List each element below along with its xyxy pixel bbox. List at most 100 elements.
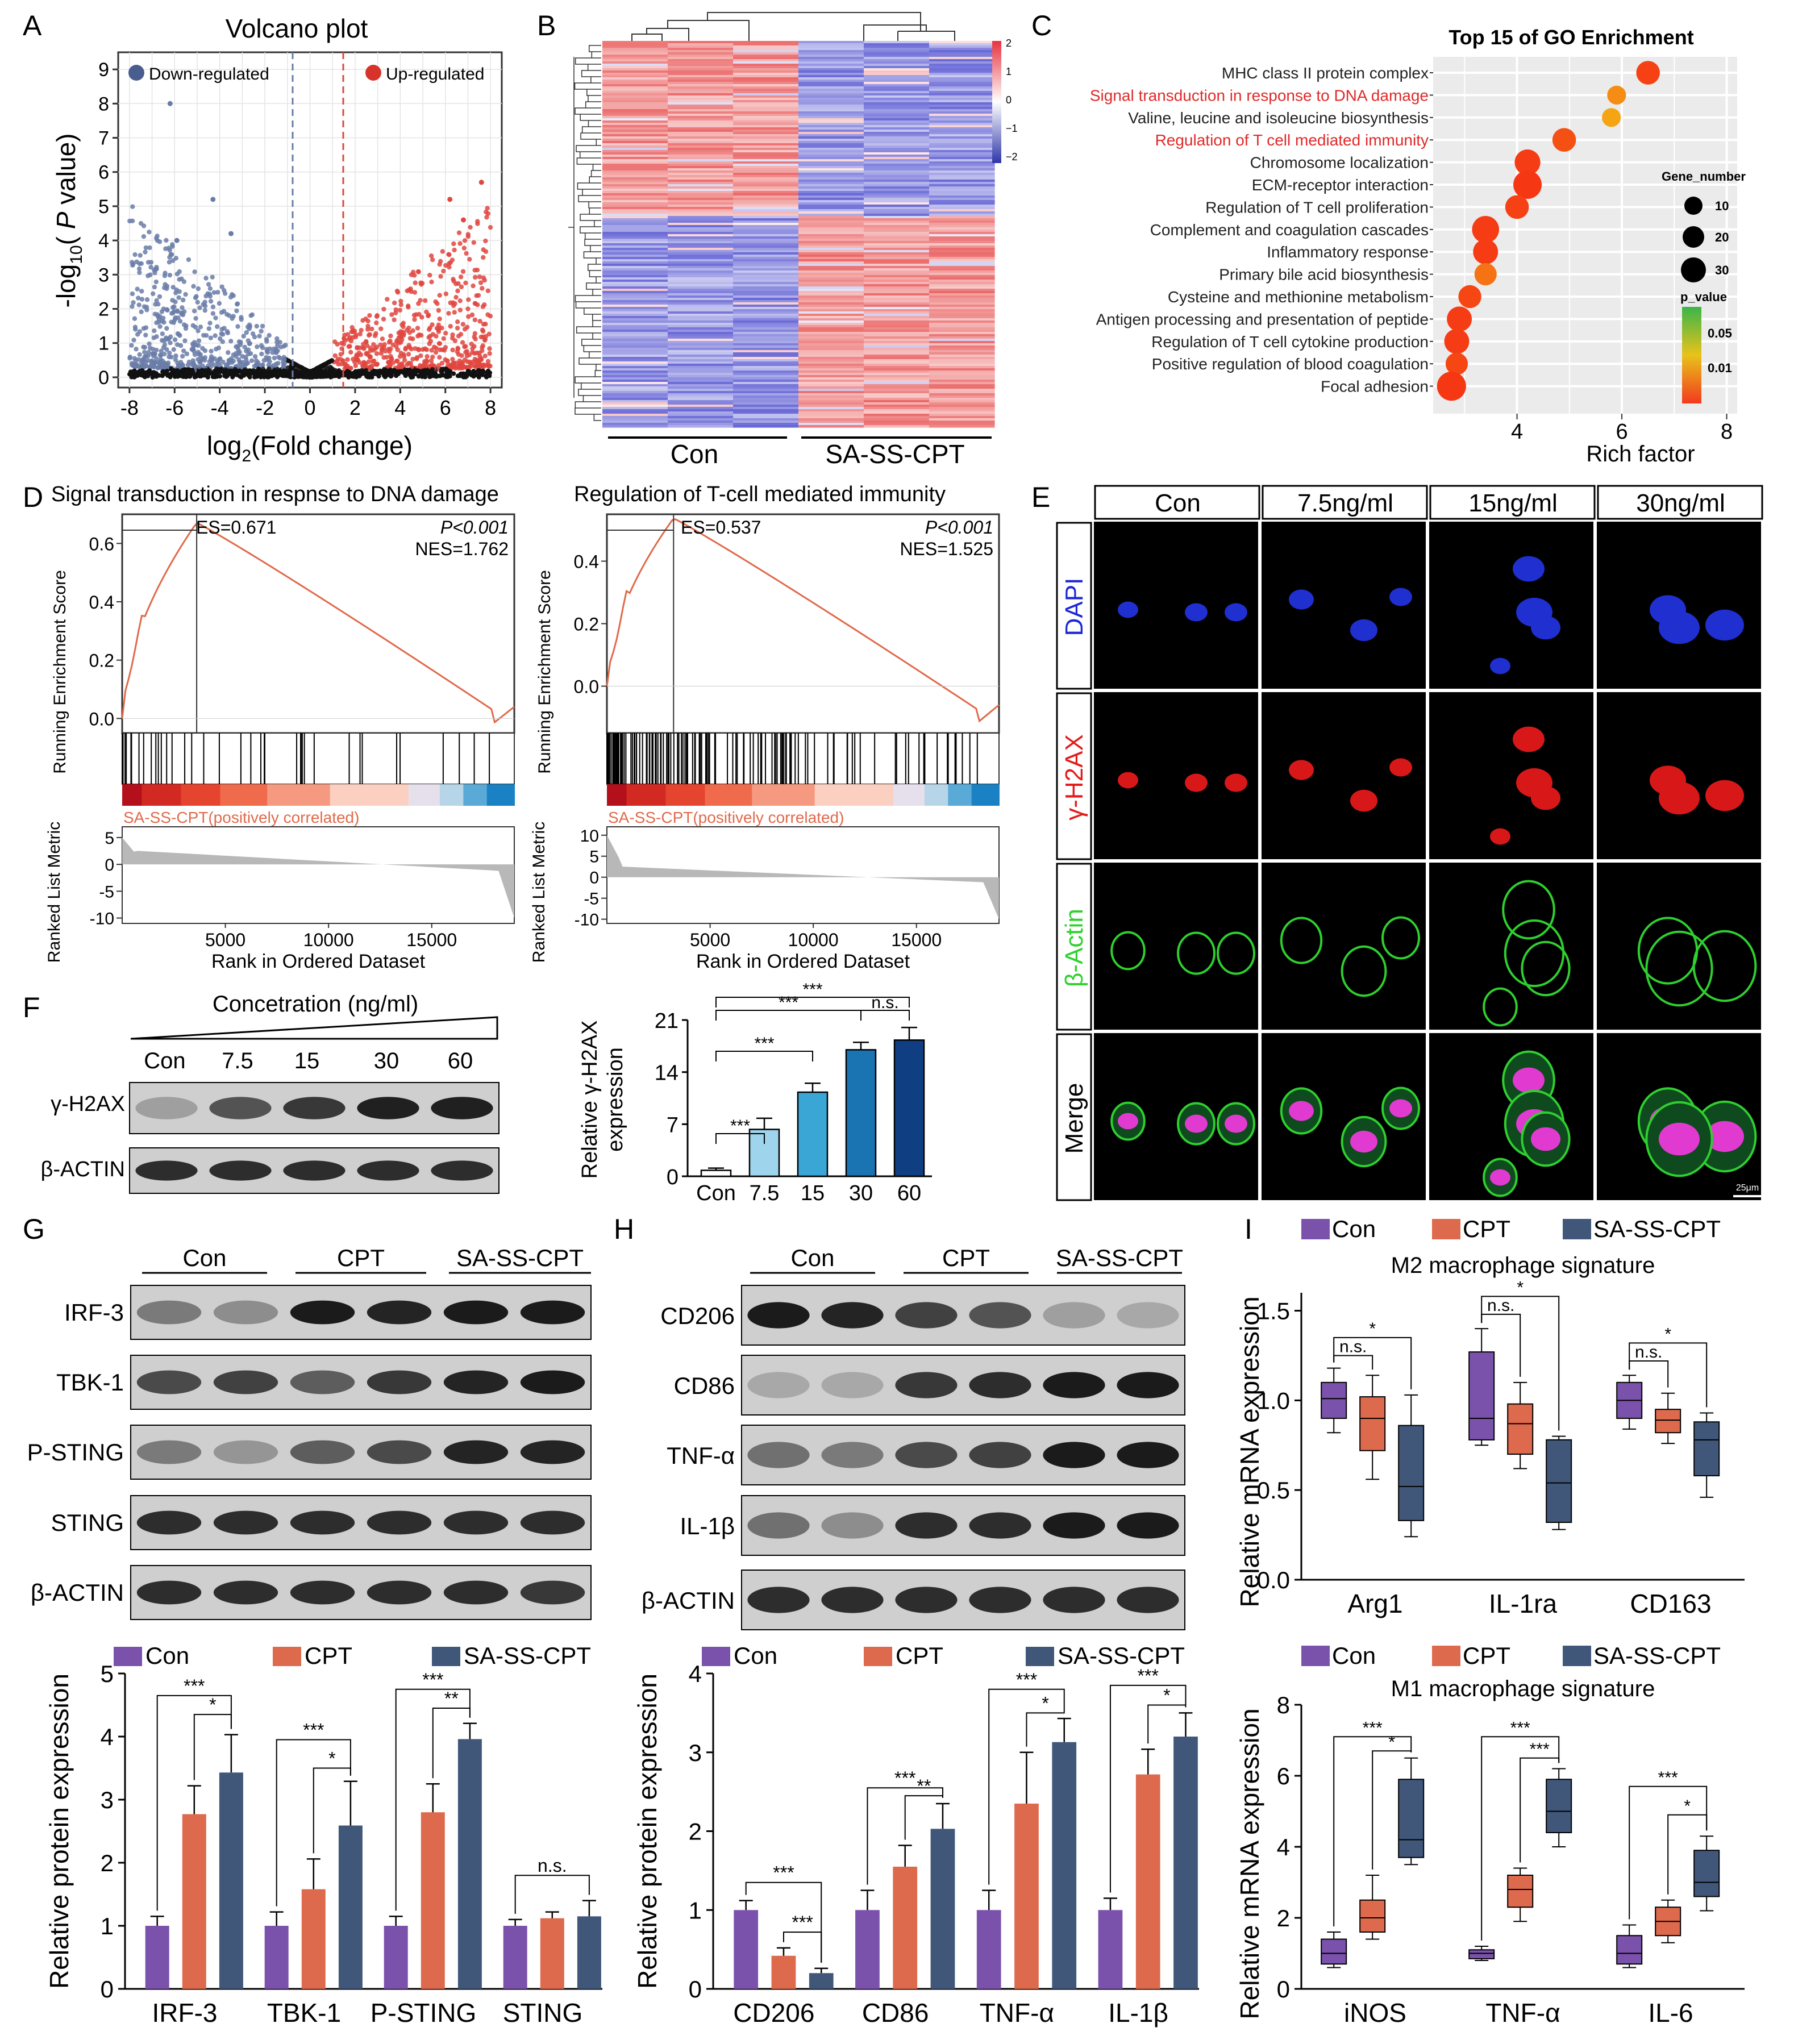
- volcano-point-baseline: [205, 374, 210, 380]
- heatmap-cell: [602, 377, 668, 380]
- heatmap-cell: [798, 402, 864, 405]
- heatmap-cell: [602, 75, 668, 78]
- bars-ytick-label: 4: [689, 1660, 702, 1687]
- volcano-point-outlier: [447, 197, 453, 202]
- heatmap-cell: [864, 409, 930, 412]
- heatmap-cell: [798, 234, 864, 237]
- bars-sig-bracket: [867, 1787, 943, 1885]
- heatmap-cell: [929, 216, 995, 219]
- heatmap-cell: [733, 302, 799, 305]
- volcano-point: [480, 286, 485, 291]
- heatmap-cell: [798, 407, 864, 410]
- volcano-point-baseline: [181, 374, 186, 379]
- heatmap-cell: [798, 177, 864, 180]
- go-term-label: MHC class II protein complex: [1222, 64, 1429, 82]
- heatmap-cell: [929, 168, 995, 171]
- volcano-point: [395, 358, 400, 364]
- volcano-point: [151, 291, 156, 297]
- volcano-point: [208, 298, 214, 304]
- h-blot-band: [821, 1512, 884, 1539]
- volcano-point-baseline: [486, 368, 491, 373]
- heatmap-cell: [733, 418, 799, 421]
- heatmap-cell: [864, 361, 930, 364]
- heatmap-cell: [798, 357, 864, 360]
- heatmap-cell: [929, 411, 995, 414]
- bars-legend-label: SA-SS-CPT: [464, 1642, 591, 1669]
- go-xtick-label: 6: [1616, 420, 1627, 444]
- micro-row-header: DAPI: [1060, 578, 1088, 636]
- micro-row-header: β-Actin: [1060, 909, 1088, 987]
- volcano-ytick-label: 7: [98, 128, 109, 149]
- heatmap-cell: [798, 414, 864, 417]
- heatmap-cell: [929, 98, 995, 101]
- volcano-point: [132, 252, 138, 257]
- heatmap-cell: [798, 277, 864, 280]
- heatmap-cell: [668, 82, 734, 85]
- bars-xtick-label: STING: [503, 1998, 583, 2028]
- heatmap-cell: [668, 141, 734, 144]
- go-term-label: Primary bile acid biosynthesis: [1219, 266, 1429, 284]
- heatmap-cell: [602, 307, 668, 310]
- i-ytick-label: 8: [1277, 1692, 1290, 1718]
- volcano-point: [141, 326, 147, 331]
- heatmap-cell: [668, 402, 734, 405]
- heatmap-cell: [864, 380, 930, 382]
- volcano-point: [385, 297, 390, 302]
- heatmap-cell: [798, 405, 864, 407]
- g-blot-band: [213, 1440, 278, 1464]
- i-sig-label: n.s.: [1487, 1296, 1514, 1315]
- h-blots: Con CPT SA-SS-CPTCD206CD86TNF-αIL-1ββ-ACTI…: [642, 1244, 1185, 1630]
- volcano-point: [473, 359, 478, 364]
- g-blot-band: [136, 1300, 202, 1325]
- volcano-point: [161, 306, 167, 311]
- micro-h2ax-signal: [1531, 786, 1560, 810]
- heatmap-cell: [733, 227, 799, 230]
- volcano-point: [195, 299, 200, 305]
- heatmap-cell: [929, 116, 995, 119]
- heatmap-cell: [929, 200, 995, 203]
- volcano-point: [254, 323, 260, 329]
- heatmap-cell: [668, 227, 734, 230]
- heatmap-cell: [733, 314, 799, 317]
- heatmap-cell: [733, 352, 799, 355]
- volcano-point: [469, 342, 474, 347]
- i-ytick-label: 1.5: [1257, 1298, 1290, 1325]
- heatmap-cell: [733, 355, 799, 357]
- heatmap-cell: [668, 248, 734, 251]
- gsea-left-title: Signal transduction in respnse to DNA da…: [51, 482, 499, 506]
- heatmap-cell: [668, 177, 734, 180]
- heatmap-cell: [798, 295, 864, 298]
- go-point: [1472, 216, 1500, 243]
- g-blot-band: [136, 1510, 202, 1535]
- volcano-point: [236, 357, 242, 363]
- panel-f: F Concetration (ng/ml) Con 7.5 15 30 60 γ-H2…: [23, 980, 932, 1205]
- heatmap-cell: [798, 341, 864, 344]
- volcano-point: [177, 319, 183, 324]
- heatmap-cell: [602, 209, 668, 212]
- heatmap-cell: [798, 55, 864, 57]
- volcano-point: [410, 356, 415, 362]
- volcano-point: [475, 302, 480, 307]
- heatmap-cell: [798, 425, 864, 428]
- volcano-point: [261, 358, 267, 363]
- heatmap-cell: [798, 268, 864, 271]
- heatmap-cell: [864, 300, 930, 303]
- volcano-point: [250, 331, 256, 336]
- heatmap-cell: [798, 170, 864, 173]
- heatmap-cell: [668, 277, 734, 280]
- heatmap-cell: [733, 373, 799, 376]
- heatmap-cell: [798, 336, 864, 339]
- heatmap-cell: [864, 250, 930, 253]
- heatmap-cell: [668, 100, 734, 103]
- volcano-point: [437, 316, 442, 322]
- heatmap-cell: [602, 239, 668, 242]
- volcano-point: [168, 334, 173, 339]
- volcano-point-baseline: [174, 372, 179, 377]
- heatmap-cell: [733, 211, 799, 214]
- heatmap-cell: [864, 295, 930, 298]
- micro-merge-nucleus: [1513, 1067, 1545, 1093]
- heatmap-cell: [798, 105, 864, 107]
- heatmap-cell: [668, 57, 734, 60]
- heatmap-cell: [929, 150, 995, 153]
